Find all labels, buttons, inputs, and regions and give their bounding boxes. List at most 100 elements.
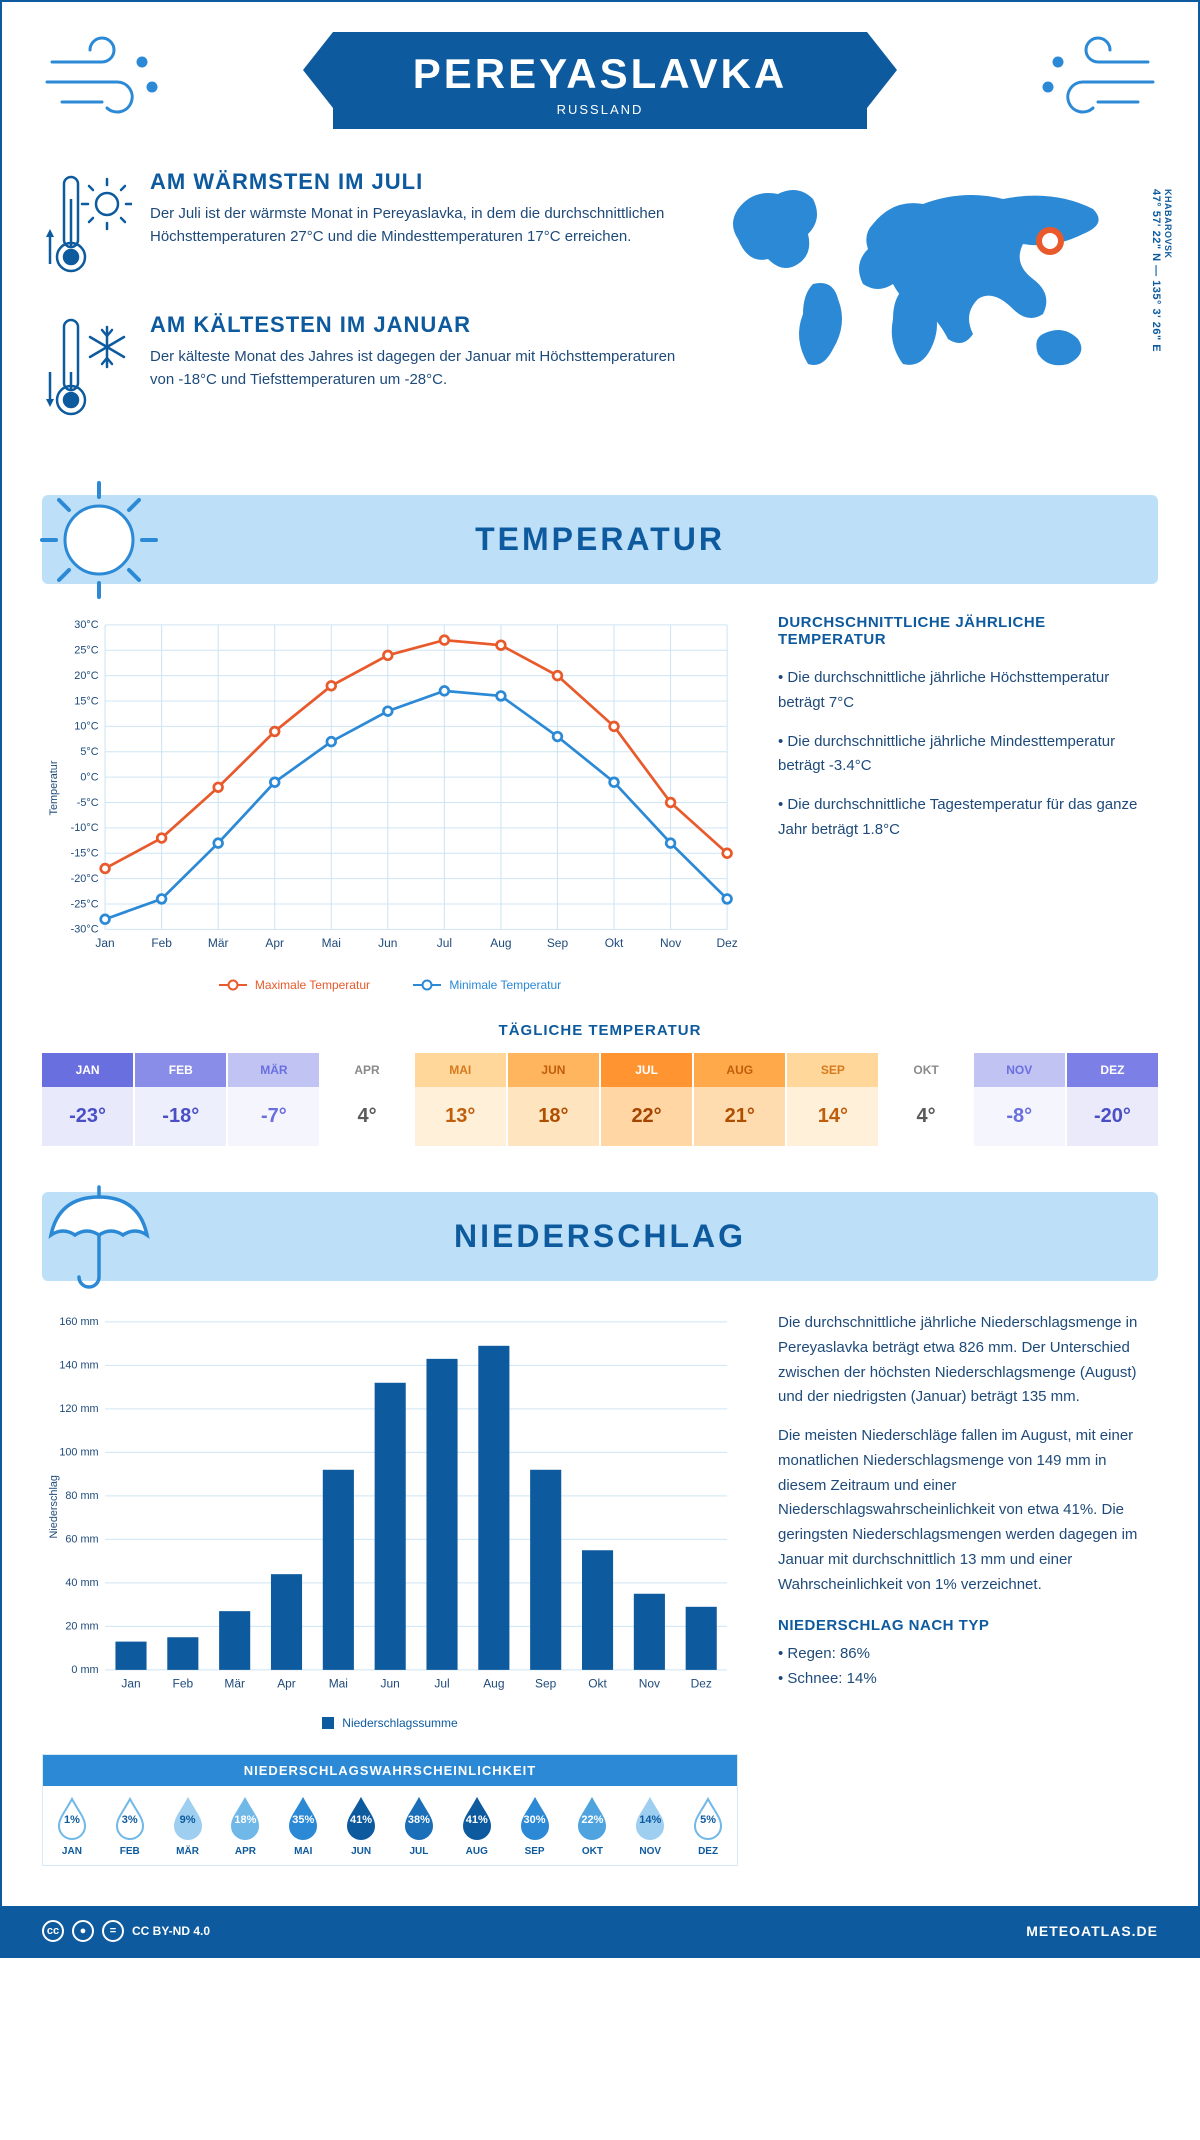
raindrop-icon: 35% xyxy=(286,1796,320,1840)
cc-icon: cc xyxy=(42,1920,64,1942)
svg-text:0 mm: 0 mm xyxy=(71,1664,98,1676)
precip-legend: Niederschlagssumme xyxy=(42,1716,738,1732)
svg-text:Okt: Okt xyxy=(588,1676,607,1690)
svg-text:Dez: Dez xyxy=(691,1676,712,1690)
temperature-chart: -30°C-25°C-20°C-15°C-10°C-5°C0°C5°C10°C1… xyxy=(42,614,738,992)
prob-cell: 22% OKT xyxy=(563,1786,621,1865)
svg-text:20 mm: 20 mm xyxy=(65,1621,98,1633)
facts-column: AM WÄRMSTEN IM JULI Der Juli ist der wär… xyxy=(42,169,688,455)
month-cell: SEP 14° xyxy=(787,1053,878,1146)
svg-text:Dez: Dez xyxy=(716,936,737,950)
prob-title: NIEDERSCHLAGSWAHRSCHEINLICHKEIT xyxy=(43,1755,737,1786)
raindrop-icon: 3% xyxy=(113,1796,147,1840)
umbrella-icon xyxy=(34,1172,164,1307)
prob-cell: 41% AUG xyxy=(448,1786,506,1865)
raindrop-icon: 18% xyxy=(228,1796,262,1840)
svg-text:Mai: Mai xyxy=(322,936,341,950)
prob-cell: 30% SEP xyxy=(506,1786,564,1865)
temp-bullet: • Die durchschnittliche jährliche Mindes… xyxy=(778,730,1158,780)
prob-cell: 14% NOV xyxy=(621,1786,679,1865)
coldest-text: Der kälteste Monat des Jahres ist dagege… xyxy=(150,346,688,391)
svg-text:Jun: Jun xyxy=(381,1676,400,1690)
month-cell: MAI 13° xyxy=(415,1053,506,1146)
coldest-title: AM KÄLTESTEN IM JANUAR xyxy=(150,312,688,338)
svg-text:100 mm: 100 mm xyxy=(59,1447,98,1459)
svg-text:Sep: Sep xyxy=(547,936,569,950)
by-icon: ● xyxy=(72,1920,94,1942)
wind-icon xyxy=(42,32,172,127)
svg-text:Aug: Aug xyxy=(490,936,511,950)
precip-para: Die meisten Niederschläge fallen im Augu… xyxy=(778,1424,1158,1597)
temperature-summary: DURCHSCHNITTLICHE JÄHRLICHE TEMPERATUR •… xyxy=(778,614,1158,992)
month-cell: MÄR -7° xyxy=(228,1053,319,1146)
svg-text:Aug: Aug xyxy=(483,1676,504,1690)
precip-type: • Schnee: 14% xyxy=(778,1667,1158,1692)
temp-bullet: • Die durchschnittliche jährliche Höchst… xyxy=(778,666,1158,716)
svg-text:Temperatur: Temperatur xyxy=(48,760,60,815)
raindrop-icon: 30% xyxy=(518,1796,552,1840)
daily-temp-grid: JAN -23° FEB -18° MÄR -7° APR 4° MAI 13°… xyxy=(42,1053,1158,1146)
raindrop-icon: 38% xyxy=(402,1796,436,1840)
svg-text:-15°C: -15°C xyxy=(71,848,99,860)
raindrop-icon: 14% xyxy=(633,1796,667,1840)
prob-cell: 3% FEB xyxy=(101,1786,159,1865)
svg-text:15°C: 15°C xyxy=(74,695,98,707)
coldest-fact: AM KÄLTESTEN IM JANUAR Der kälteste Mona… xyxy=(42,312,688,427)
svg-text:80 mm: 80 mm xyxy=(65,1490,98,1502)
svg-text:-25°C: -25°C xyxy=(71,898,99,910)
raindrop-icon: 9% xyxy=(171,1796,205,1840)
warmest-fact: AM WÄRMSTEN IM JULI Der Juli ist der wär… xyxy=(42,169,688,284)
wind-icon xyxy=(1028,32,1158,127)
precip-type-heading: NIEDERSCHLAG NACH TYP xyxy=(778,1617,1158,1634)
svg-text:140 mm: 140 mm xyxy=(59,1360,98,1372)
map-column: KHABAROVSK 47° 57' 22" N — 135° 3' 26" E xyxy=(718,169,1158,455)
site-name: METEOATLAS.DE xyxy=(1026,1923,1158,1939)
svg-text:Jan: Jan xyxy=(95,936,114,950)
svg-text:Nov: Nov xyxy=(660,936,681,950)
thermometer-snow-icon xyxy=(42,312,132,427)
coords-value: 47° 57' 22" N — 135° 3' 26" E xyxy=(1150,189,1162,352)
svg-text:Mär: Mär xyxy=(224,1676,245,1690)
temperature-row: -30°C-25°C-20°C-15°C-10°C-5°C0°C5°C10°C1… xyxy=(42,614,1158,992)
month-cell: OKT 4° xyxy=(880,1053,971,1146)
legend-precip: Niederschlagssumme xyxy=(342,1716,457,1730)
svg-text:20°C: 20°C xyxy=(74,670,98,682)
month-cell: JAN -23° xyxy=(42,1053,133,1146)
svg-text:25°C: 25°C xyxy=(74,645,98,657)
month-cell: DEZ -20° xyxy=(1067,1053,1158,1146)
month-cell: JUL 22° xyxy=(601,1053,692,1146)
svg-text:10°C: 10°C xyxy=(74,721,98,733)
svg-text:Jun: Jun xyxy=(378,936,397,950)
prob-cell: 1% JAN xyxy=(43,1786,101,1865)
sun-icon xyxy=(34,475,164,610)
precip-title: NIEDERSCHLAG xyxy=(42,1218,1158,1255)
daily-temp-title: TÄGLICHE TEMPERATUR xyxy=(42,1022,1158,1039)
precip-chart: 0 mm20 mm40 mm60 mm80 mm100 mm120 mm140 … xyxy=(42,1311,738,1866)
svg-text:-5°C: -5°C xyxy=(77,797,99,809)
legend-min: Minimale Temperatur xyxy=(449,978,561,992)
prob-cell: 9% MÄR xyxy=(159,1786,217,1865)
svg-text:30°C: 30°C xyxy=(74,619,98,631)
svg-text:-20°C: -20°C xyxy=(71,873,99,885)
svg-text:Mai: Mai xyxy=(329,1676,348,1690)
city-name: PEREYASLAVKA xyxy=(413,50,787,98)
precip-row: 0 mm20 mm40 mm60 mm80 mm100 mm120 mm140 … xyxy=(42,1311,1158,1866)
svg-text:160 mm: 160 mm xyxy=(59,1316,98,1328)
svg-text:0°C: 0°C xyxy=(80,771,98,783)
thermometer-sun-icon xyxy=(42,169,132,284)
month-cell: APR 4° xyxy=(321,1053,412,1146)
month-cell: JUN 18° xyxy=(508,1053,599,1146)
svg-text:5°C: 5°C xyxy=(80,746,98,758)
precip-type: • Regen: 86% xyxy=(778,1642,1158,1667)
month-cell: NOV -8° xyxy=(974,1053,1065,1146)
svg-text:Mär: Mär xyxy=(208,936,229,950)
warmest-title: AM WÄRMSTEN IM JULI xyxy=(150,169,688,195)
country-name: RUSSLAND xyxy=(413,102,787,117)
svg-text:Niederschlag: Niederschlag xyxy=(48,1475,60,1538)
precip-probability-box: NIEDERSCHLAGSWAHRSCHEINLICHKEIT 1% JAN 3… xyxy=(42,1754,738,1866)
precip-summary: Die durchschnittliche jährliche Niedersc… xyxy=(778,1311,1158,1866)
header: PEREYASLAVKA RUSSLAND xyxy=(42,32,1158,129)
raindrop-icon: 41% xyxy=(344,1796,378,1840)
raindrop-icon: 41% xyxy=(460,1796,494,1840)
raindrop-icon: 5% xyxy=(691,1796,725,1840)
